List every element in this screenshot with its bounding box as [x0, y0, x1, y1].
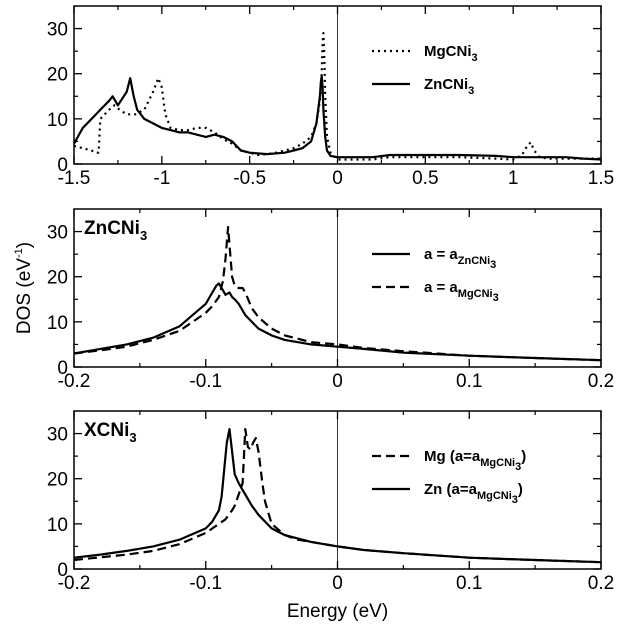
y-tick-label: 20 [47, 470, 68, 491]
series-line-1 [74, 32, 601, 161]
legend-entry: Zn (a=aMgCNi3) [424, 481, 523, 506]
x-tick-label: 1 [508, 168, 519, 189]
legend-subscript: MgCNi [458, 288, 493, 300]
legend-name: MgCNi [424, 43, 472, 60]
legend-entry: a = aZnCNi3 [424, 246, 496, 271]
y-axis-label-text: DOS (eV [14, 258, 35, 334]
y-axis-label-superscript: -1 [13, 248, 25, 258]
legend-subscript: 3 [468, 85, 474, 97]
legend-name-end: ) [518, 481, 523, 498]
x-tick-label: -0.2 [58, 573, 91, 594]
y-tick-label: 10 [47, 313, 68, 334]
x-tick-label: 0 [332, 573, 343, 594]
panel-title-subscript: 3 [129, 430, 136, 445]
y-axis-label: DOS (eV-1) [13, 242, 35, 334]
legend-subscript-2: 3 [493, 292, 499, 304]
x-axis-label: Energy (eV) [287, 601, 388, 622]
legend-name: a = a [424, 279, 458, 296]
legend-subscript-2: 3 [512, 494, 518, 506]
y-tick-label: 10 [47, 515, 68, 536]
x-tick-label: 0.1 [456, 573, 482, 594]
y-tick-label: 20 [47, 65, 68, 86]
legend-subscript-2: 3 [515, 461, 521, 473]
legend-name: ZnCNi [424, 76, 468, 93]
legend-entry: a = aMgCNi3 [424, 279, 499, 304]
legend-name: Mg (a=a [424, 448, 481, 465]
legend-name: a = a [424, 246, 458, 263]
y-tick-label: 20 [47, 268, 68, 289]
panel-title-text: ZnCNi [84, 218, 140, 239]
x-tick-label: 1.5 [588, 168, 614, 189]
panel-title-text: XCNi [84, 420, 129, 441]
series-line-2 [74, 428, 601, 564]
x-tick-label: -0.1 [189, 573, 222, 594]
series-line-2 [74, 226, 601, 362]
y-tick-label: 0 [57, 155, 68, 176]
legend-entry: MgCNi3 [424, 43, 478, 64]
x-tick-label: -1 [153, 168, 170, 189]
x-tick-label: 0.5 [412, 168, 438, 189]
x-tick-label: 0.2 [588, 573, 614, 594]
panel-title: XCNi3 [84, 420, 137, 445]
panel-title-subscript: 3 [140, 228, 147, 243]
y-tick-label: 0 [57, 358, 68, 379]
legend-subscript: MgCNi [477, 490, 512, 502]
legend-subscript: MgCNi [480, 457, 515, 469]
legend-entry: ZnCNi3 [424, 76, 474, 97]
series-line-1 [74, 282, 601, 362]
y-tick-label: 30 [47, 223, 68, 244]
x-tick-label: 0.1 [456, 371, 482, 392]
legend-subscript-2: 3 [490, 259, 496, 271]
panel-title: ZnCNi3 [84, 218, 147, 243]
series-line-2 [74, 74, 601, 161]
legend-entry: Mg (a=aMgCNi3) [424, 448, 526, 473]
x-tick-label: -0.5 [233, 168, 266, 189]
y-tick-label: 0 [57, 560, 68, 581]
legend-subscript: ZnCNi [458, 255, 490, 267]
y-tick-label: 10 [47, 110, 68, 131]
y-tick-label: 30 [47, 425, 68, 446]
x-tick-label: 0 [332, 168, 343, 189]
x-tick-label: 0 [332, 371, 343, 392]
y-tick-label: 30 [47, 20, 68, 41]
legend-name-end: ) [521, 448, 526, 465]
y-axis-label-end: ) [14, 242, 35, 248]
x-tick-label: -1.5 [58, 168, 91, 189]
legend-subscript: 3 [472, 52, 478, 64]
legend-name: Zn (a=a [424, 481, 478, 498]
x-tick-label: 0.2 [588, 371, 614, 392]
x-tick-label: -0.2 [58, 371, 91, 392]
x-tick-label: -0.1 [189, 371, 222, 392]
